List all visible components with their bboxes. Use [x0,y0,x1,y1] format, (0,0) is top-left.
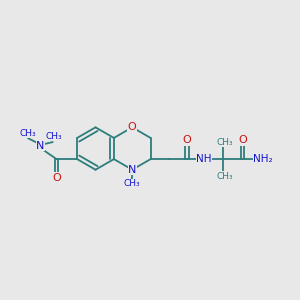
Text: CH₃: CH₃ [217,137,233,146]
Text: O: O [183,135,191,145]
Text: NH₂: NH₂ [253,154,273,164]
Text: O: O [52,173,61,183]
Text: CH₃: CH₃ [45,132,62,141]
Text: NH: NH [196,154,212,164]
Text: CH₃: CH₃ [19,129,36,138]
Text: O: O [238,135,247,145]
Text: N: N [36,141,44,151]
Text: N: N [128,165,136,175]
Text: CH₃: CH₃ [124,179,141,188]
Text: CH₃: CH₃ [217,172,233,181]
Text: O: O [128,122,136,132]
